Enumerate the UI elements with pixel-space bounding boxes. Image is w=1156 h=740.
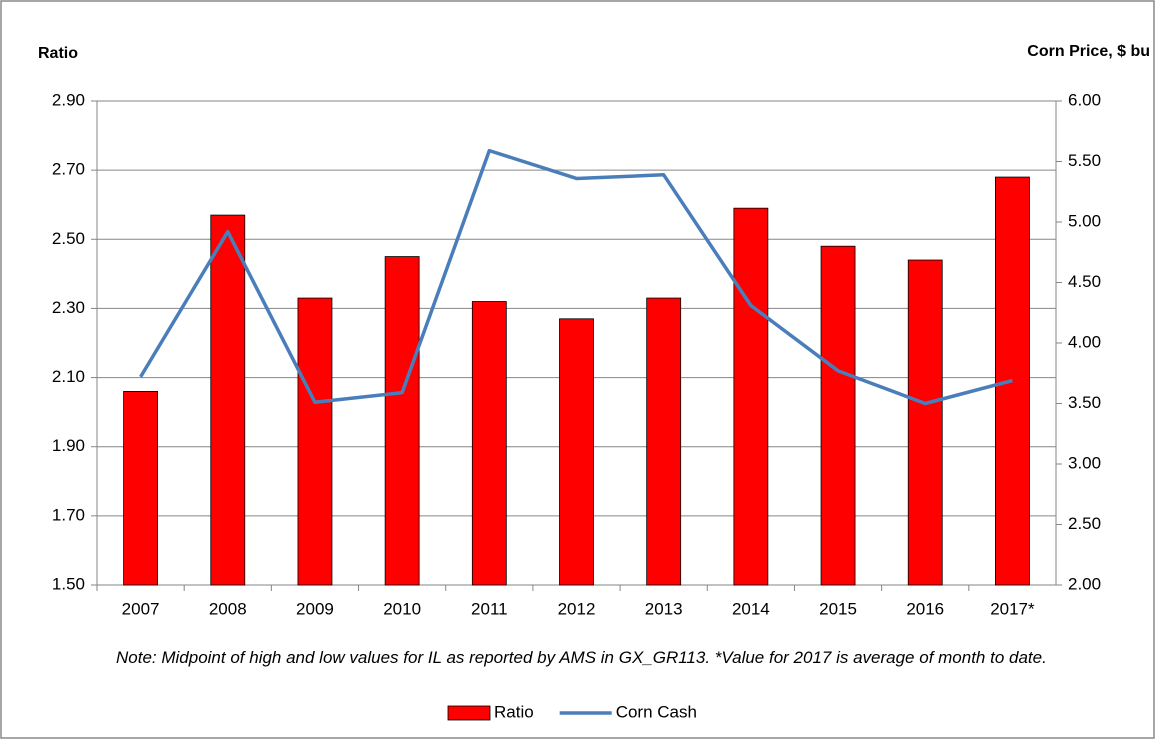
- x-tick-label: 2011: [471, 599, 508, 618]
- y2-tick-label: 6.00: [1068, 90, 1101, 109]
- y2-tick-label: 4.00: [1068, 332, 1101, 351]
- y2-tick-label: 3.00: [1068, 453, 1101, 472]
- y2-tick-label: 3.50: [1068, 393, 1101, 412]
- legend-swatch: [447, 705, 491, 721]
- x-tick-label: 2012: [558, 599, 596, 618]
- x-tick-label: 2014: [732, 599, 770, 618]
- note: Note: Midpoint of high and low values fo…: [116, 648, 1047, 667]
- legend-label: Ratio: [494, 702, 534, 721]
- bar: [820, 245, 856, 586]
- x-tick-label: 2010: [383, 599, 421, 618]
- y2-tick-label: 5.00: [1068, 211, 1101, 230]
- y-tick-label: 2.50: [52, 229, 85, 248]
- x-tick-label: 2016: [906, 599, 944, 618]
- bar: [210, 214, 246, 586]
- y2-tick-label: 4.50: [1068, 272, 1101, 291]
- y-tick-label: 1.90: [52, 436, 85, 455]
- line: [139, 148, 1013, 406]
- y-tick-label: 2.70: [52, 160, 85, 179]
- bar: [297, 297, 333, 586]
- x-tick-label: 2007: [122, 599, 160, 618]
- x-tick-label: 2017*: [990, 599, 1035, 618]
- bar: [646, 297, 682, 586]
- x-tick-label: 2013: [645, 599, 683, 618]
- y-tick-label: 1.70: [52, 505, 85, 524]
- y2-axis-title: Corn Price, $ bu: [1027, 43, 1150, 60]
- bar: [733, 207, 769, 586]
- x-tick-label: 2015: [819, 599, 857, 618]
- y-tick-label: 2.90: [52, 90, 85, 109]
- y-tick-label: 2.30: [52, 298, 85, 317]
- bar: [384, 256, 420, 586]
- bar: [123, 390, 158, 586]
- x-tick-label: 2008: [209, 599, 247, 618]
- bar: [559, 318, 594, 586]
- y-tick-label: 1.50: [52, 574, 85, 593]
- y2-tick-label: 2.00: [1068, 574, 1101, 593]
- y-axis-title: Ratio: [38, 45, 78, 62]
- bar: [907, 259, 943, 586]
- bar: [471, 301, 507, 586]
- legend-label: Corn Cash: [616, 702, 697, 721]
- x-tick-label: 2009: [296, 599, 334, 618]
- y-tick-label: 2.10: [52, 367, 85, 386]
- y2-tick-label: 2.50: [1068, 514, 1101, 533]
- y2-tick-label: 5.50: [1068, 151, 1101, 170]
